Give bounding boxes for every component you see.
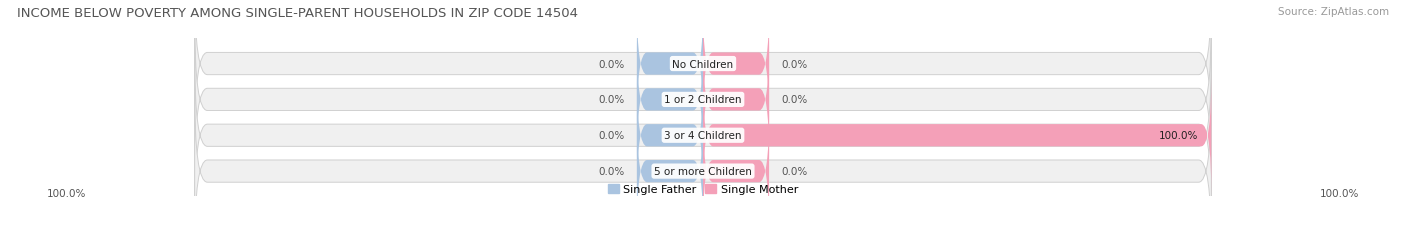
FancyBboxPatch shape (703, 40, 769, 160)
Text: 100.0%: 100.0% (48, 188, 87, 198)
Text: 0.0%: 0.0% (598, 131, 624, 141)
Text: 0.0%: 0.0% (782, 59, 808, 69)
Text: 3 or 4 Children: 3 or 4 Children (664, 131, 742, 141)
Text: 100.0%: 100.0% (1159, 131, 1198, 141)
Legend: Single Father, Single Mother: Single Father, Single Mother (603, 179, 803, 199)
Text: No Children: No Children (672, 59, 734, 69)
Text: INCOME BELOW POVERTY AMONG SINGLE-PARENT HOUSEHOLDS IN ZIP CODE 14504: INCOME BELOW POVERTY AMONG SINGLE-PARENT… (17, 7, 578, 20)
Text: 0.0%: 0.0% (782, 166, 808, 176)
Text: 100.0%: 100.0% (1319, 188, 1358, 198)
FancyBboxPatch shape (637, 111, 703, 231)
FancyBboxPatch shape (194, 93, 1212, 231)
Text: Source: ZipAtlas.com: Source: ZipAtlas.com (1278, 7, 1389, 17)
FancyBboxPatch shape (637, 40, 703, 160)
Text: 0.0%: 0.0% (598, 166, 624, 176)
FancyBboxPatch shape (194, 0, 1212, 143)
Text: 1 or 2 Children: 1 or 2 Children (664, 95, 742, 105)
FancyBboxPatch shape (703, 4, 769, 125)
Text: 5 or more Children: 5 or more Children (654, 166, 752, 176)
Text: 0.0%: 0.0% (598, 59, 624, 69)
FancyBboxPatch shape (637, 75, 703, 196)
FancyBboxPatch shape (703, 111, 769, 231)
Text: 0.0%: 0.0% (782, 95, 808, 105)
FancyBboxPatch shape (194, 22, 1212, 178)
FancyBboxPatch shape (703, 75, 1212, 196)
FancyBboxPatch shape (637, 4, 703, 125)
FancyBboxPatch shape (194, 58, 1212, 214)
Text: 0.0%: 0.0% (598, 95, 624, 105)
